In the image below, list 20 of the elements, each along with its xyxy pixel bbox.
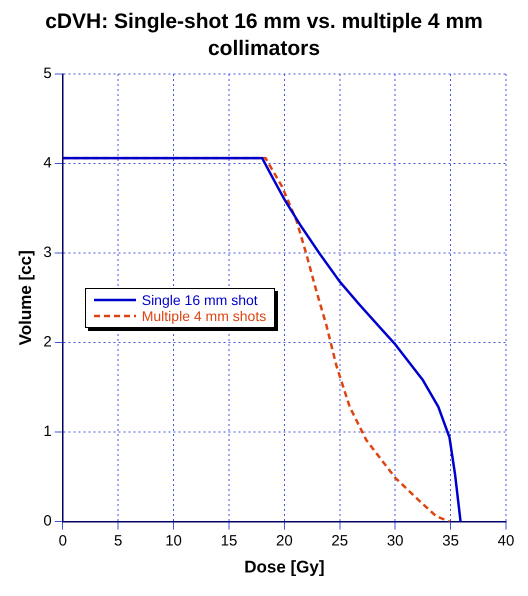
x-tick-label: 10 xyxy=(165,532,182,550)
x-tick-label: 15 xyxy=(220,532,238,550)
x-axis-title: Dose [Gy] xyxy=(244,557,325,576)
y-axis-title: Volume [cc] xyxy=(16,250,35,346)
x-tick-label: 25 xyxy=(331,532,348,550)
y-tick-label: 0 xyxy=(43,512,52,530)
x-tick-label: 20 xyxy=(276,532,293,550)
x-tick-label: 40 xyxy=(498,532,514,550)
chart-title: cDVH: Single-shot 16 mm vs. multiple 4 mm collimators xyxy=(44,9,484,62)
y-tick-label: 1 xyxy=(43,423,52,440)
legend-label: Multiple 4 mm shots xyxy=(142,308,266,324)
legend-label: Single 16 mm shot xyxy=(142,292,258,308)
x-tick-label: 30 xyxy=(386,532,404,550)
x-tick-label: 35 xyxy=(442,532,459,550)
x-tick-label: 0 xyxy=(58,532,67,550)
y-tick-label: 3 xyxy=(43,244,52,262)
y-tick-label: 4 xyxy=(43,154,52,172)
x-tick-label: 5 xyxy=(114,532,122,550)
y-tick-label: 5 xyxy=(43,65,52,82)
y-tick-label: 2 xyxy=(43,334,52,351)
